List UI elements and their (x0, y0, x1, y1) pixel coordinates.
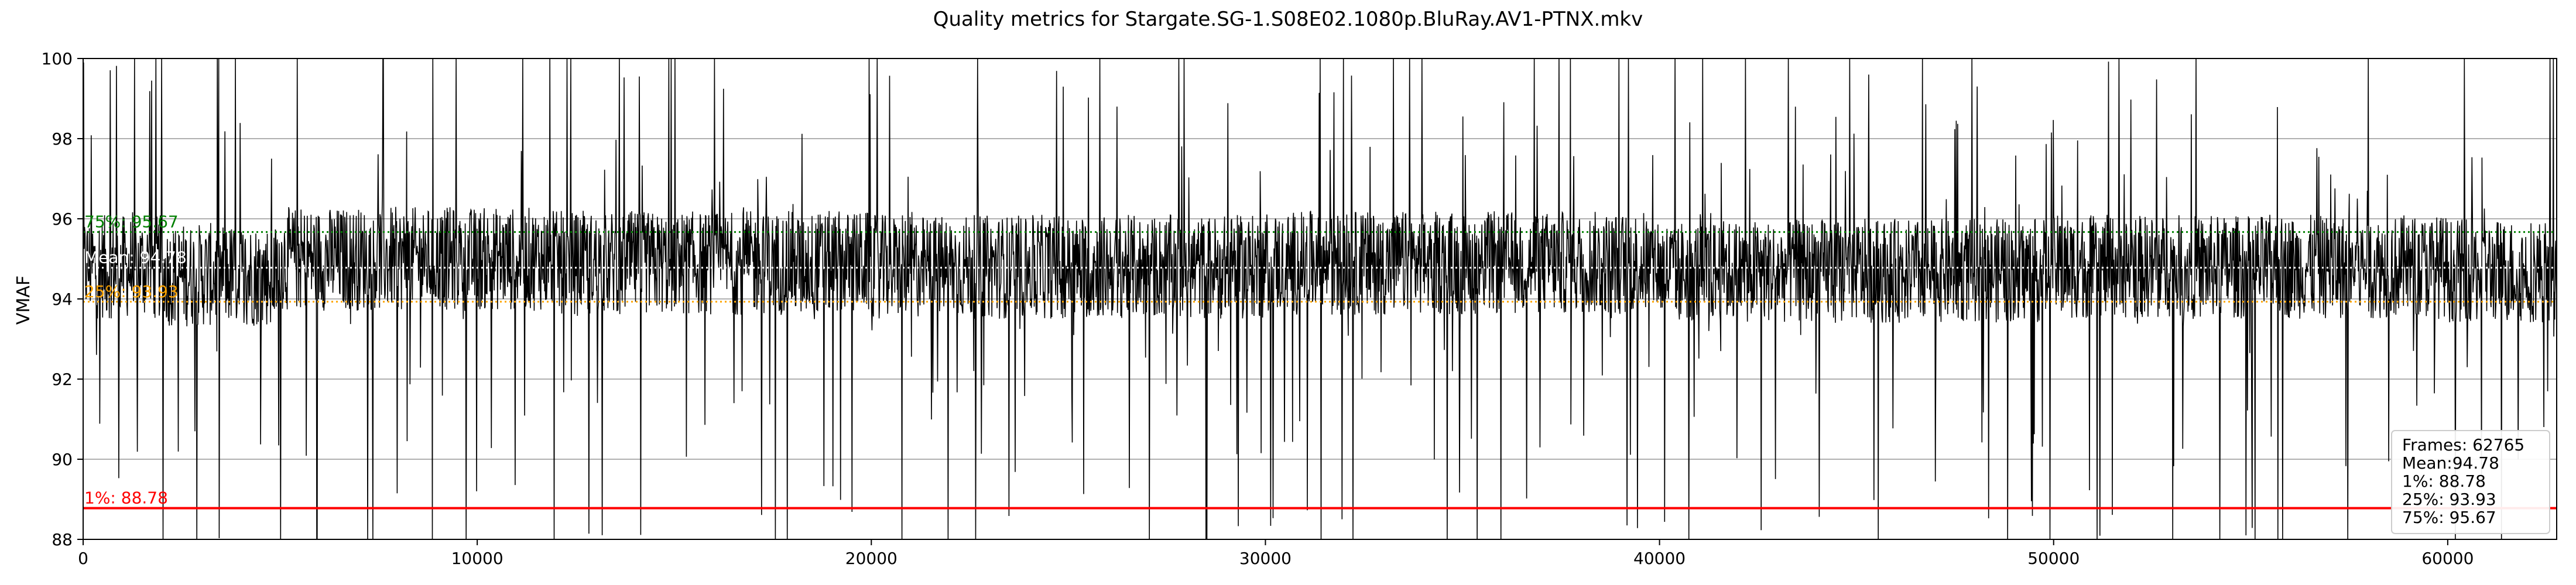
reference-label-1: Mean: 94.78 (84, 248, 187, 267)
chart-title: Quality metrics for Stargate.SG-1.S08E02… (933, 8, 1643, 31)
legend-entry-2: 1%: 88.78 (2402, 472, 2486, 491)
legend-background (2391, 430, 2550, 534)
reference-label-3: 1%: 88.78 (84, 488, 168, 508)
legend-entry-0: Frames: 62765 (2402, 435, 2524, 455)
y-tick-label-2: 92 (52, 370, 73, 389)
legend-entry-1: Mean:94.78 (2402, 453, 2499, 473)
reference-label-0: 75%: 95.67 (84, 212, 179, 232)
x-tick-label-6: 60000 (2421, 549, 2474, 568)
x-tick-label-3: 30000 (1239, 549, 1292, 568)
y-tick-label-6: 100 (42, 49, 73, 68)
y-tick-label-1: 90 (52, 450, 73, 469)
y-axis-title: VMAF (13, 276, 34, 325)
y-tick-label-0: 88 (52, 530, 73, 549)
x-tick-label-5: 50000 (2027, 549, 2080, 568)
x-tick-label-4: 40000 (1633, 549, 1686, 568)
series-line-vmaf (83, 58, 2557, 540)
legend-entry-4: 75%: 95.67 (2402, 508, 2496, 527)
y-tick-label-5: 98 (52, 129, 73, 149)
reference-label-2: 25%: 93.93 (84, 282, 179, 301)
x-tick-label-2: 20000 (845, 549, 898, 568)
axis-layer: 0 10000 20000 30000 40000 50000 60000 88 90 92 94 9… (42, 49, 2557, 568)
x-tick-label-1: 10000 (451, 549, 503, 568)
y-tick-label-4: 96 (52, 209, 73, 229)
series-layer (83, 58, 2557, 540)
legend-entry-3: 25%: 93.93 (2402, 490, 2496, 509)
x-tick-label-0: 0 (78, 549, 88, 568)
y-tick-label-3: 94 (52, 290, 73, 309)
